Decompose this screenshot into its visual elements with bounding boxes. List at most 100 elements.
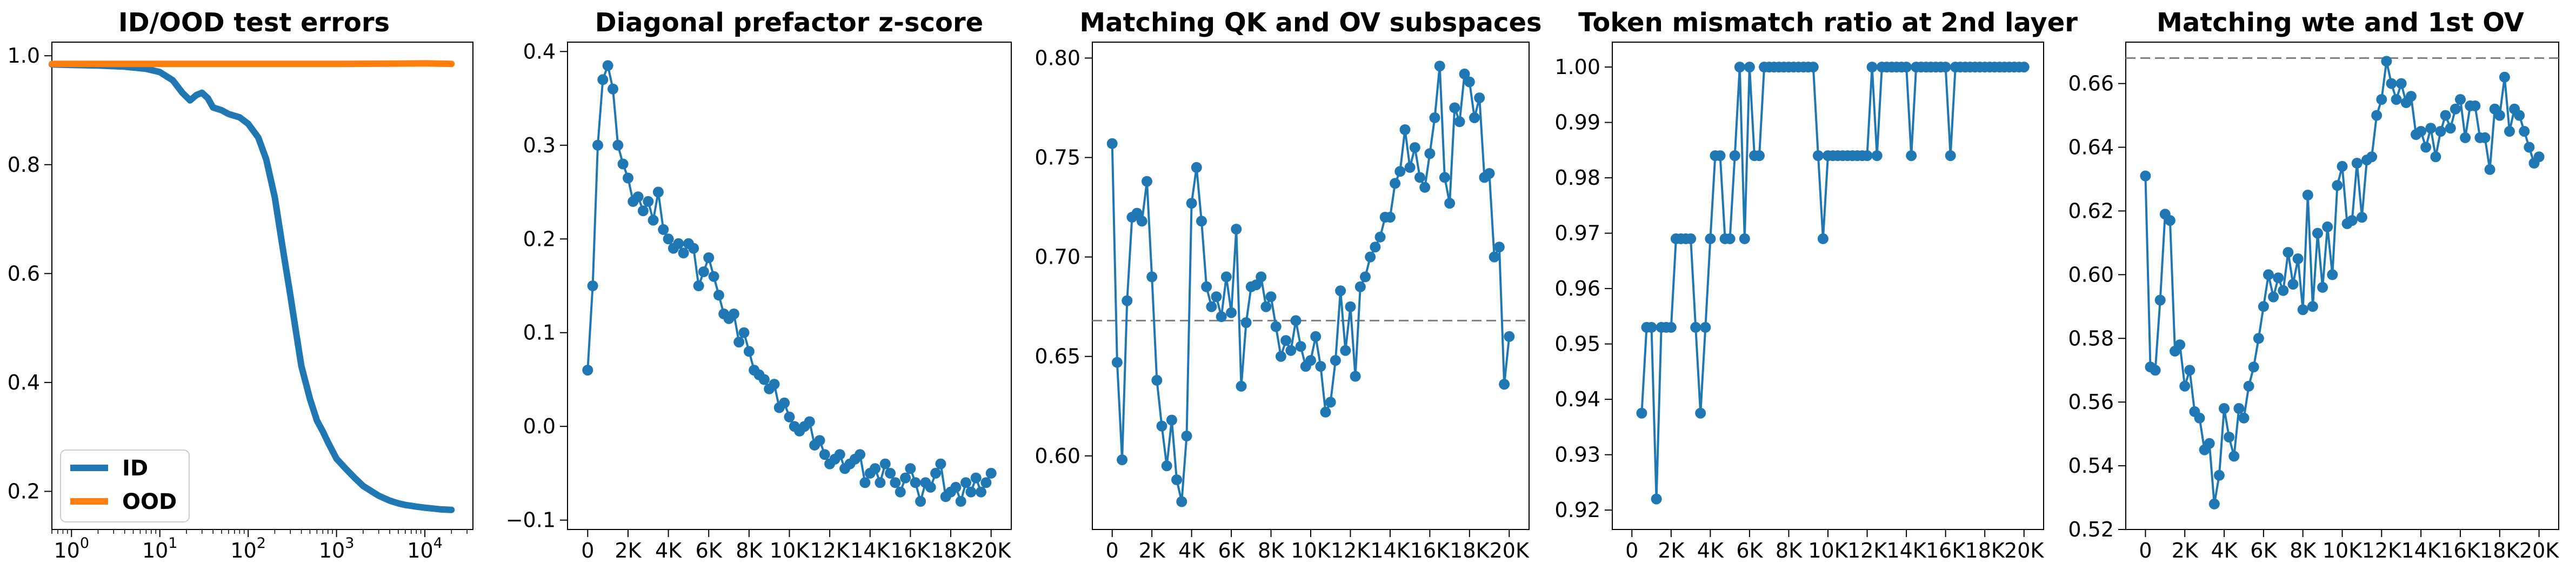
data-point bbox=[1394, 166, 1406, 177]
data-point bbox=[2263, 269, 2274, 280]
data-point bbox=[1176, 496, 1187, 507]
data-point bbox=[1256, 271, 1267, 283]
data-point bbox=[2494, 110, 2505, 121]
data-point bbox=[2386, 78, 2397, 89]
data-point bbox=[1206, 301, 1217, 312]
data-point bbox=[1360, 271, 1371, 283]
data-point bbox=[2346, 215, 2358, 226]
data-point bbox=[2524, 142, 2535, 153]
data-point bbox=[925, 481, 936, 493]
x-tick-label: 20K bbox=[971, 539, 1011, 562]
data-point bbox=[2302, 190, 2313, 200]
data-point bbox=[2140, 170, 2151, 182]
data-point bbox=[1866, 62, 1878, 73]
data-point bbox=[2455, 94, 2466, 105]
data-point bbox=[1285, 345, 1297, 356]
data-point bbox=[1434, 61, 1445, 72]
data-point bbox=[1320, 406, 1331, 418]
data-point bbox=[1111, 357, 1123, 368]
x-tick-label: 16K bbox=[1926, 539, 1966, 562]
data-point bbox=[1151, 374, 1163, 386]
data-point bbox=[1370, 242, 1381, 253]
y-tick-label: 0.56 bbox=[2068, 390, 2114, 414]
data-point bbox=[955, 496, 966, 507]
x-tick-label: 18K bbox=[1965, 539, 2005, 562]
data-point bbox=[1171, 474, 1183, 485]
data-point bbox=[1236, 380, 1247, 392]
legend-label-ood: OOD bbox=[122, 489, 177, 514]
data-point bbox=[1504, 331, 1515, 342]
data-point bbox=[1350, 371, 1361, 382]
data-point bbox=[1161, 460, 1172, 472]
data-point bbox=[1729, 150, 1740, 162]
series-line-id bbox=[49, 61, 455, 513]
data-point bbox=[1714, 150, 1726, 162]
x-tick-label: 18K bbox=[2480, 539, 2520, 562]
data-point bbox=[1484, 168, 1495, 179]
data-point bbox=[2248, 361, 2259, 373]
x-tick-label: 16K bbox=[891, 539, 931, 562]
data-point bbox=[2450, 103, 2461, 115]
y-tick-label: 0.52 bbox=[2068, 518, 2114, 541]
x-tick-label: 103 bbox=[319, 535, 355, 562]
data-point bbox=[2351, 158, 2363, 169]
data-point bbox=[2174, 339, 2186, 351]
data-point bbox=[2233, 403, 2245, 414]
data-point bbox=[970, 472, 982, 484]
data-point bbox=[663, 233, 674, 245]
data-point bbox=[1290, 315, 1302, 326]
y-tick-label: 0.80 bbox=[1035, 46, 1080, 70]
x-tick-label: 14K bbox=[850, 539, 890, 562]
data-point bbox=[1469, 112, 1480, 123]
data-point bbox=[1211, 291, 1222, 303]
data-point bbox=[1260, 301, 1272, 312]
data-point bbox=[1754, 150, 1765, 162]
data-point bbox=[2273, 272, 2284, 284]
x-tick-label: 6K bbox=[2250, 539, 2277, 562]
chart-title: ID/OOD test errors bbox=[118, 8, 390, 38]
data-point bbox=[2430, 151, 2441, 163]
data-point bbox=[708, 271, 719, 282]
data-point bbox=[1424, 148, 1436, 159]
data-point bbox=[1384, 212, 1396, 223]
y-tick-label: 0.95 bbox=[1554, 332, 1600, 356]
data-point bbox=[819, 449, 830, 460]
data-point bbox=[1186, 198, 1197, 209]
data-point bbox=[2150, 365, 2161, 376]
data-point bbox=[1414, 172, 1425, 183]
x-tick-label: 101 bbox=[142, 535, 178, 562]
data-point bbox=[1231, 224, 1242, 235]
data-point bbox=[1651, 493, 1662, 505]
data-point bbox=[1275, 351, 1286, 362]
x-tick-label: 0 bbox=[2139, 539, 2152, 562]
x-tick-label: 10K bbox=[1291, 539, 1331, 562]
data-point bbox=[1464, 76, 1475, 88]
data-point bbox=[834, 449, 845, 460]
data-point bbox=[2366, 151, 2378, 163]
x-tick-label: 0 bbox=[1625, 539, 1638, 562]
x-tick-label: 14K bbox=[1886, 539, 1926, 562]
data-point bbox=[1940, 62, 1951, 73]
data-point bbox=[1270, 321, 1282, 332]
data-point bbox=[1354, 281, 1366, 292]
y-tick-label: 1.0 bbox=[8, 44, 40, 68]
x-tick-label: 18K bbox=[1450, 539, 1490, 562]
data-point bbox=[2164, 215, 2175, 226]
x-tick-label: 4K bbox=[655, 539, 682, 562]
data-point bbox=[637, 205, 649, 217]
data-point bbox=[2213, 470, 2225, 481]
data-point bbox=[2479, 132, 2491, 143]
data-point bbox=[1310, 331, 1322, 342]
data-point bbox=[1945, 150, 1956, 162]
chart-title: Diagonal prefactor z-score bbox=[595, 8, 983, 38]
data-point bbox=[2238, 412, 2250, 424]
data-point bbox=[1459, 68, 1470, 79]
data-point bbox=[779, 397, 790, 408]
data-point bbox=[2435, 126, 2446, 137]
x-tick-label: 14K bbox=[1370, 539, 1410, 562]
data-point bbox=[2460, 132, 2471, 143]
x-tick-label: 12K bbox=[810, 539, 850, 562]
data-point bbox=[1240, 317, 1252, 328]
data-point bbox=[2440, 110, 2451, 121]
